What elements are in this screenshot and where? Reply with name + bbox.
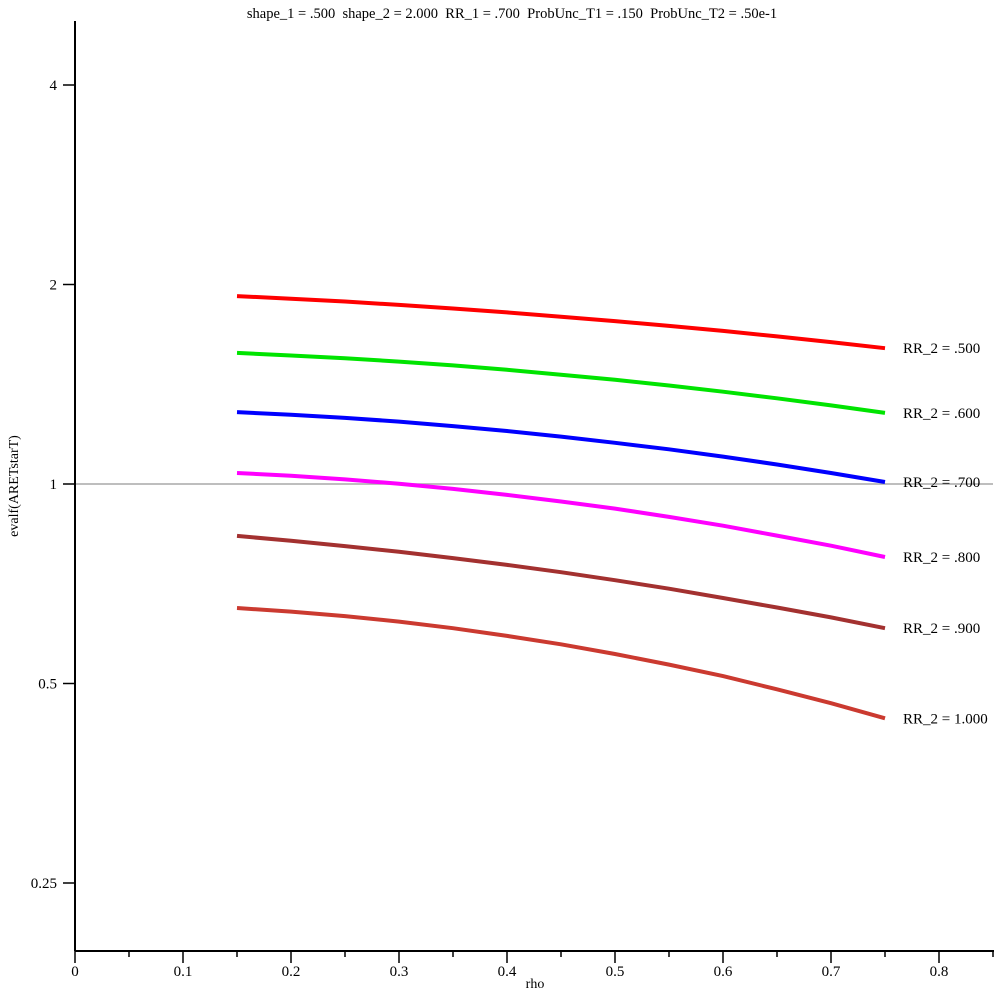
y-tick-label: 0.25 bbox=[31, 876, 57, 892]
x-axis-label: rho bbox=[525, 977, 545, 992]
curve-label-rr2-700: RR_2 = .700 bbox=[903, 475, 980, 491]
y-tick-label: 4 bbox=[50, 78, 58, 94]
y-tick-label: 2 bbox=[50, 278, 58, 294]
plot-title: shape_1 = .500 shape_2 = 2.000 RR_1 = .7… bbox=[246, 6, 778, 22]
curve-label-rr2-800: RR_2 = .800 bbox=[903, 550, 980, 566]
x-tick-label: 0.5 bbox=[606, 964, 625, 980]
x-tick-label: 0.1 bbox=[174, 964, 193, 980]
curve-rr2-600 bbox=[236, 350, 886, 415]
curve-rr2-1000 bbox=[236, 606, 886, 721]
x-tick-label: 0.6 bbox=[714, 964, 733, 980]
x-tick-label: 0.8 bbox=[930, 964, 949, 980]
curve-label-rr2-1000: RR_2 = 1.000 bbox=[903, 711, 988, 727]
curve-label-rr2-500: RR_2 = .500 bbox=[903, 341, 980, 357]
x-tick-label: 0.4 bbox=[498, 964, 517, 980]
curve-rr2-800 bbox=[236, 471, 886, 559]
x-tick-label: 0.3 bbox=[390, 964, 409, 980]
curve-label-rr2-900: RR_2 = .900 bbox=[903, 621, 980, 637]
curve-rr2-700 bbox=[236, 410, 886, 484]
x-tick-label: 0.7 bbox=[822, 964, 841, 980]
curve-label-rr2-600: RR_2 = .600 bbox=[903, 406, 980, 422]
y-tick-label: 1 bbox=[50, 477, 58, 493]
y-tick-label: 0.5 bbox=[38, 677, 57, 693]
x-tick-label: 0 bbox=[71, 964, 79, 980]
x-tick-label: 0.2 bbox=[282, 964, 301, 980]
curve-rr2-900 bbox=[236, 533, 886, 631]
curve-rr2-500 bbox=[236, 294, 886, 351]
